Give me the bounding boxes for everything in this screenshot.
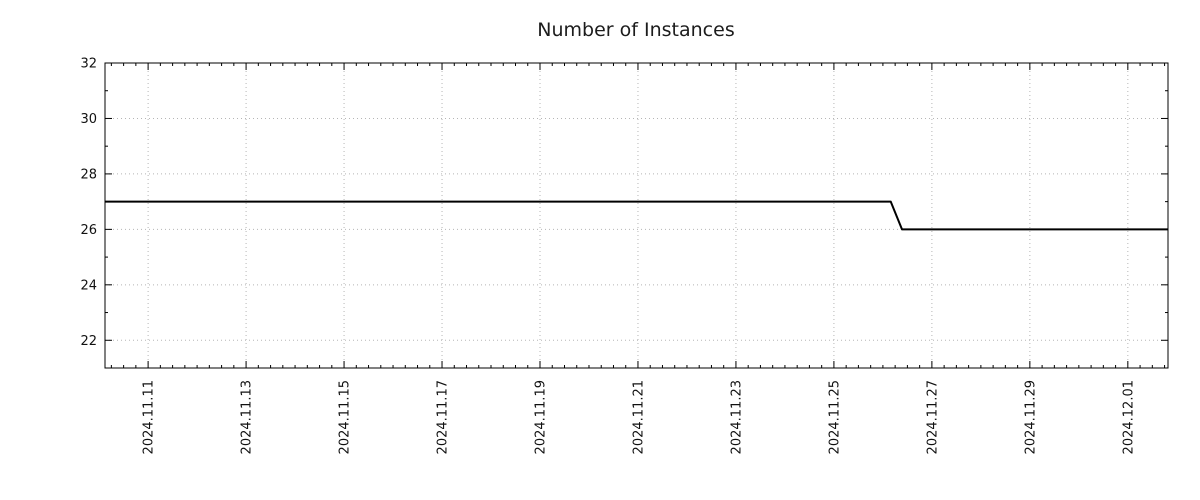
x-tick-label: 2024.11.27 (925, 380, 940, 454)
x-tick-label: 2024.11.17 (436, 380, 451, 454)
x-tick-label: 2024.11.15 (338, 380, 353, 454)
y-tick-label: 30 (80, 112, 97, 127)
y-tick-label: 24 (80, 278, 97, 293)
x-tick-label: 2024.12.01 (1121, 380, 1136, 454)
y-tick-label: 28 (80, 167, 97, 182)
x-tick-label: 2024.11.29 (1023, 380, 1038, 454)
x-tick-label: 2024.11.19 (533, 380, 548, 454)
chart-title: Number of Instances (537, 19, 734, 41)
plot-layer: 2024.11.11 2024.11.13 2024.11.15 2024.11.17… (80, 57, 1169, 454)
x-tick-label: 2024.11.23 (729, 380, 744, 454)
plot-border (104, 62, 1169, 369)
y-tick-label: 22 (80, 334, 97, 349)
x-tick-label: 2024.11.11 (142, 380, 157, 454)
y-tick-label: 32 (80, 57, 97, 72)
x-tick-label: 2024.11.13 (240, 380, 255, 454)
series-line-instances (105, 200, 1168, 231)
y-tick-label: 26 (80, 223, 97, 238)
x-tick-label: 2024.11.25 (827, 380, 842, 454)
x-tick-label: 2024.11.21 (631, 380, 646, 454)
